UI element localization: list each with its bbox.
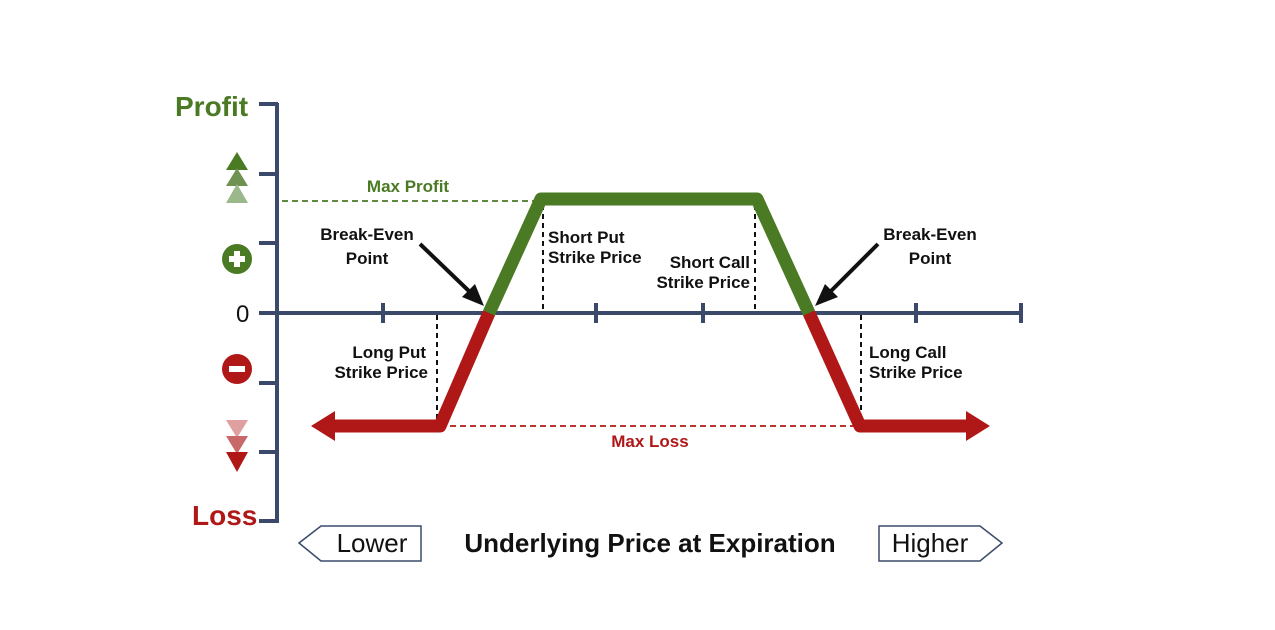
profit-label: Profit xyxy=(175,91,248,122)
max-profit-label: Max Profit xyxy=(367,177,450,196)
higher-label: Higher xyxy=(892,528,969,558)
short-put-label-line2: Strike Price xyxy=(548,248,642,267)
right-arrowhead xyxy=(966,411,990,441)
long-put-label-line2: Strike Price xyxy=(334,363,428,382)
break-even-right-arrow xyxy=(815,242,880,306)
x-axis xyxy=(259,303,1023,323)
break-even-left-line2: Point xyxy=(346,249,389,268)
break-even-right-line1: Break-Even xyxy=(883,225,977,244)
max-loss-label: Max Loss xyxy=(611,432,688,451)
loss-label: Loss xyxy=(192,500,257,531)
left-arrowhead xyxy=(311,411,335,441)
higher-direction-box: Higher xyxy=(878,525,1004,562)
zero-label: 0 xyxy=(236,301,249,328)
minus-circle-icon xyxy=(222,354,252,384)
long-put-label-line1: Long Put xyxy=(352,343,426,362)
long-call-label-line1: Long Call xyxy=(869,343,946,362)
short-call-label-line2: Strike Price xyxy=(656,273,750,292)
break-even-left-arrow xyxy=(418,242,484,306)
short-put-label-line1: Short Put xyxy=(548,228,625,247)
x-axis-title: Underlying Price at Expiration xyxy=(464,528,835,558)
profit-payoff xyxy=(483,192,815,316)
lower-label: Lower xyxy=(337,528,408,558)
lower-direction-box: Lower xyxy=(297,525,422,562)
plus-circle-icon xyxy=(222,244,252,274)
long-call-label-line2: Strike Price xyxy=(869,363,963,382)
triple-up-arrow-icon xyxy=(226,152,248,203)
break-even-right-line2: Point xyxy=(909,249,952,268)
loss-payoff xyxy=(311,310,990,441)
break-even-left-line1: Break-Even xyxy=(320,225,414,244)
short-call-label-line1: Short Call xyxy=(670,253,750,272)
triple-down-arrow-icon xyxy=(226,420,248,472)
